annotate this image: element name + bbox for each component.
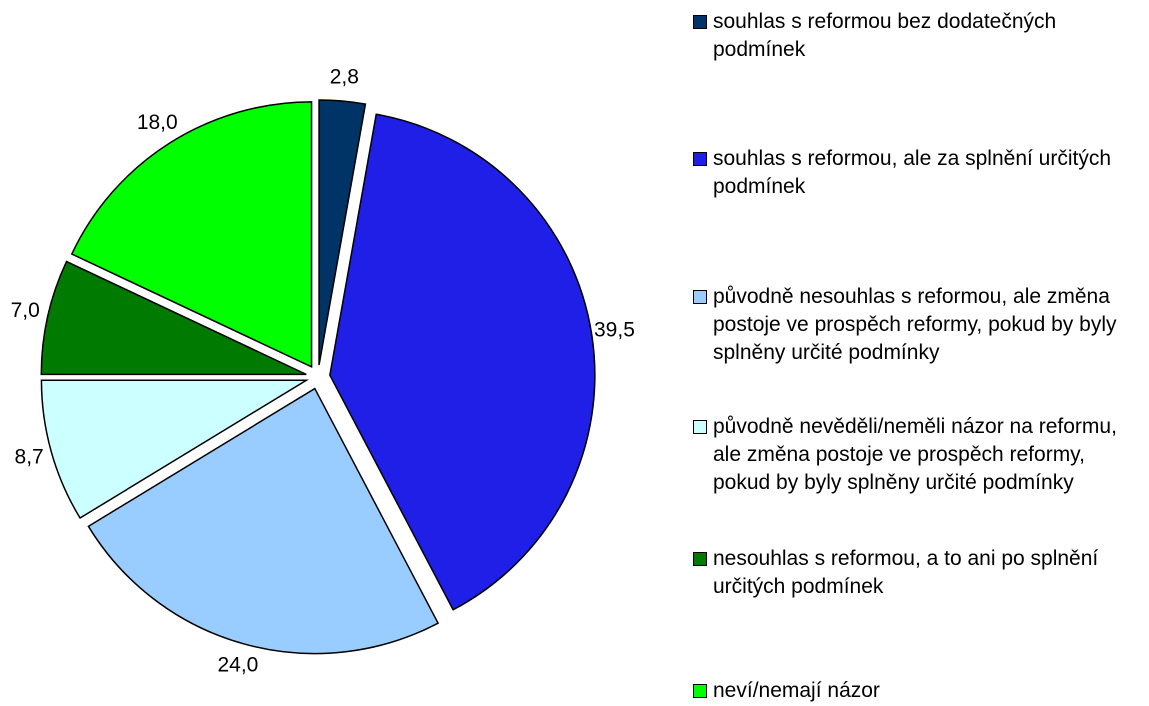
pie-slice [70,101,313,369]
legend-swatch [693,420,707,434]
legend-item: původně nevěděli/neměli názor na reformu… [693,413,1143,497]
data-label: 8,7 [15,446,44,469]
data-label: 7,0 [11,299,40,322]
legend-item: souhlas s reformou bez dodatečných podmí… [693,8,1143,64]
legend-label: neví/nemají názor [713,679,880,702]
pie-slice [40,260,307,376]
legend-swatch [693,552,707,566]
legend-swatch [693,290,707,304]
data-label: 18,0 [137,111,178,134]
data-label: 24,0 [217,654,258,677]
legend-item: nesouhlas s reformou, a to ani po splněn… [693,545,1143,601]
chart: 2,8 39,5 24,0 8,7 7,0 18,0 [11,66,635,677]
legend-label: nesouhlas s reformou, a to ani po splněn… [713,547,1099,598]
pie-slice [318,99,367,366]
legend-swatch [693,152,707,166]
data-label: 2,8 [330,66,359,89]
legend-label: souhlas s reformou bez dodatečných podmí… [713,10,1057,61]
legend-item: původně nesouhlas s reformou, ale změna … [693,283,1143,367]
data-label: 39,5 [594,319,635,342]
legend-label: původně nesouhlas s reformou, ale změna … [713,285,1117,364]
legend-item: souhlas s reformou, ale za splnění určit… [693,145,1143,201]
legend-item: neví/nemají názor [693,677,1143,705]
pie-slice [329,113,596,611]
pie-slice [87,387,440,655]
pie-slice [40,379,310,520]
legend-swatch [693,684,707,698]
legend-label: souhlas s reformou, ale za splnění určit… [713,147,1112,198]
legend-label: původně nevěděli/neměli názor na reformu… [713,415,1117,494]
legend-swatch [693,15,707,29]
